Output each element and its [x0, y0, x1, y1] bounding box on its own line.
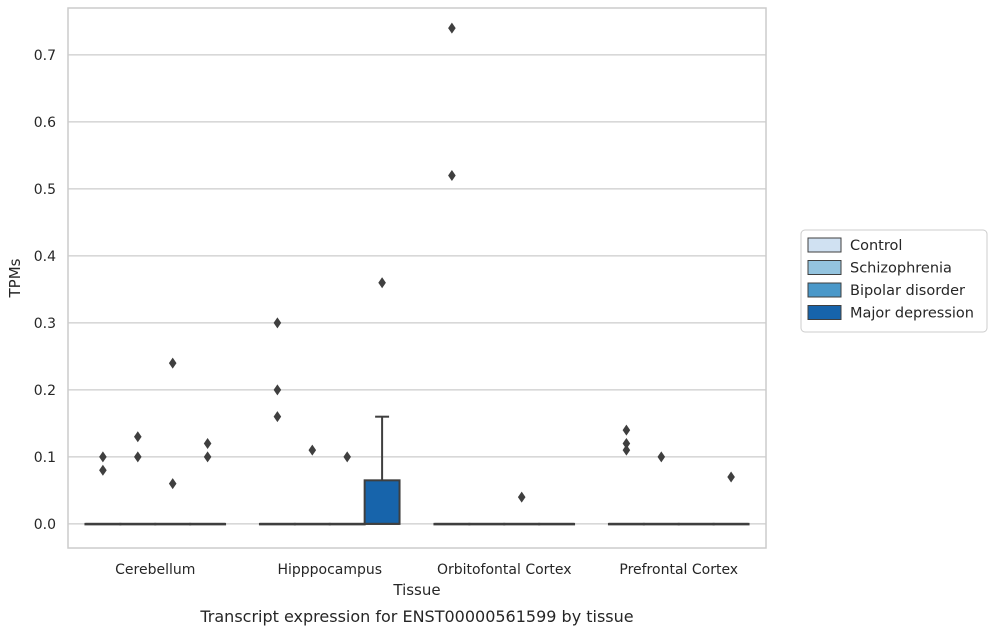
box-control	[258, 317, 296, 526]
box-bipolar-disorder	[328, 451, 366, 526]
outlier-point	[378, 277, 386, 289]
legend: Control Schizophrenia Bipolar disorder Majo…	[800, 229, 988, 333]
legend-swatch	[807, 305, 842, 320]
outlier-point	[622, 424, 631, 436]
legend-label: Bipolar disorder	[850, 283, 965, 299]
y-gridlines	[68, 54, 766, 525]
box-schizophrenia	[293, 444, 331, 526]
box-major-depression	[363, 277, 401, 525]
legend-swatch	[807, 282, 842, 298]
outlier-point	[203, 437, 212, 449]
outlier-point	[517, 491, 526, 503]
outlier-point	[99, 451, 107, 463]
box	[363, 479, 401, 525]
y-tick-label: 0.5	[34, 182, 56, 198]
y-axis-label: TPMs	[6, 258, 24, 298]
plot-frame	[67, 7, 767, 549]
outlier-point	[448, 169, 456, 181]
outlier-point	[273, 317, 282, 329]
y-tick-label: 0.7	[34, 48, 56, 64]
y-tick-label: 0.4	[34, 249, 56, 265]
y-tick-label: 0.6	[34, 115, 56, 131]
outlier-point	[99, 464, 107, 476]
outlier-point	[273, 384, 282, 396]
box-bipolar-disorder	[503, 491, 541, 526]
chart-caption: Transcript expression for ENST0000056159…	[199, 607, 633, 626]
box-major-depression	[538, 522, 576, 526]
outlier-point	[134, 431, 142, 443]
outlier-point	[134, 451, 142, 463]
x-tick-label: Hipppocampus	[277, 562, 382, 578]
box-schizophrenia	[468, 522, 506, 526]
legend-swatch	[807, 260, 842, 275]
box-control	[607, 424, 645, 526]
box-major-depression	[189, 437, 227, 526]
outlier-point	[657, 451, 666, 463]
outlier-point	[448, 22, 456, 34]
legend-frame	[800, 229, 988, 333]
y-tick-label: 0.2	[34, 383, 56, 399]
y-tick-label: 0.3	[34, 316, 56, 332]
x-tick-label: Cerebellum	[115, 562, 195, 578]
outlier-point	[727, 471, 735, 483]
x-tick-labels: Cerebellum Hipppocampus Orbitofontal Corte…	[115, 562, 738, 578]
box-major-depression	[712, 471, 750, 526]
outlier-point	[203, 451, 212, 463]
box-plot-area	[84, 22, 750, 526]
x-axis-label: Tissue	[392, 581, 440, 599]
legend-label: Control	[850, 238, 902, 254]
box-bipolar-disorder	[677, 522, 715, 526]
outlier-point	[308, 444, 317, 456]
box-schizophrenia	[119, 431, 157, 526]
legend-label: Major depression	[850, 306, 974, 322]
box-schizophrenia	[642, 451, 680, 526]
y-tick-label: 0.0	[34, 517, 56, 533]
outlier-point	[273, 411, 282, 423]
outlier-point	[168, 357, 177, 369]
outlier-point	[622, 437, 631, 449]
outlier-point	[343, 451, 351, 463]
box-bipolar-disorder	[154, 357, 192, 526]
x-tick-label: Orbitofontal Cortex	[437, 562, 572, 578]
box-control	[84, 451, 122, 526]
x-tick-label: Prefrontal Cortex	[619, 562, 738, 578]
outlier-point	[168, 478, 177, 490]
box-control	[433, 22, 471, 526]
legend-swatch	[807, 237, 842, 253]
legend-label: Schizophrenia	[850, 261, 952, 277]
y-tick-labels: 0.0 0.1 0.2 0.3 0.4 0.5 0.6 0.7	[34, 48, 56, 533]
outlier-point	[622, 444, 631, 456]
y-tick-label: 0.1	[34, 450, 56, 466]
